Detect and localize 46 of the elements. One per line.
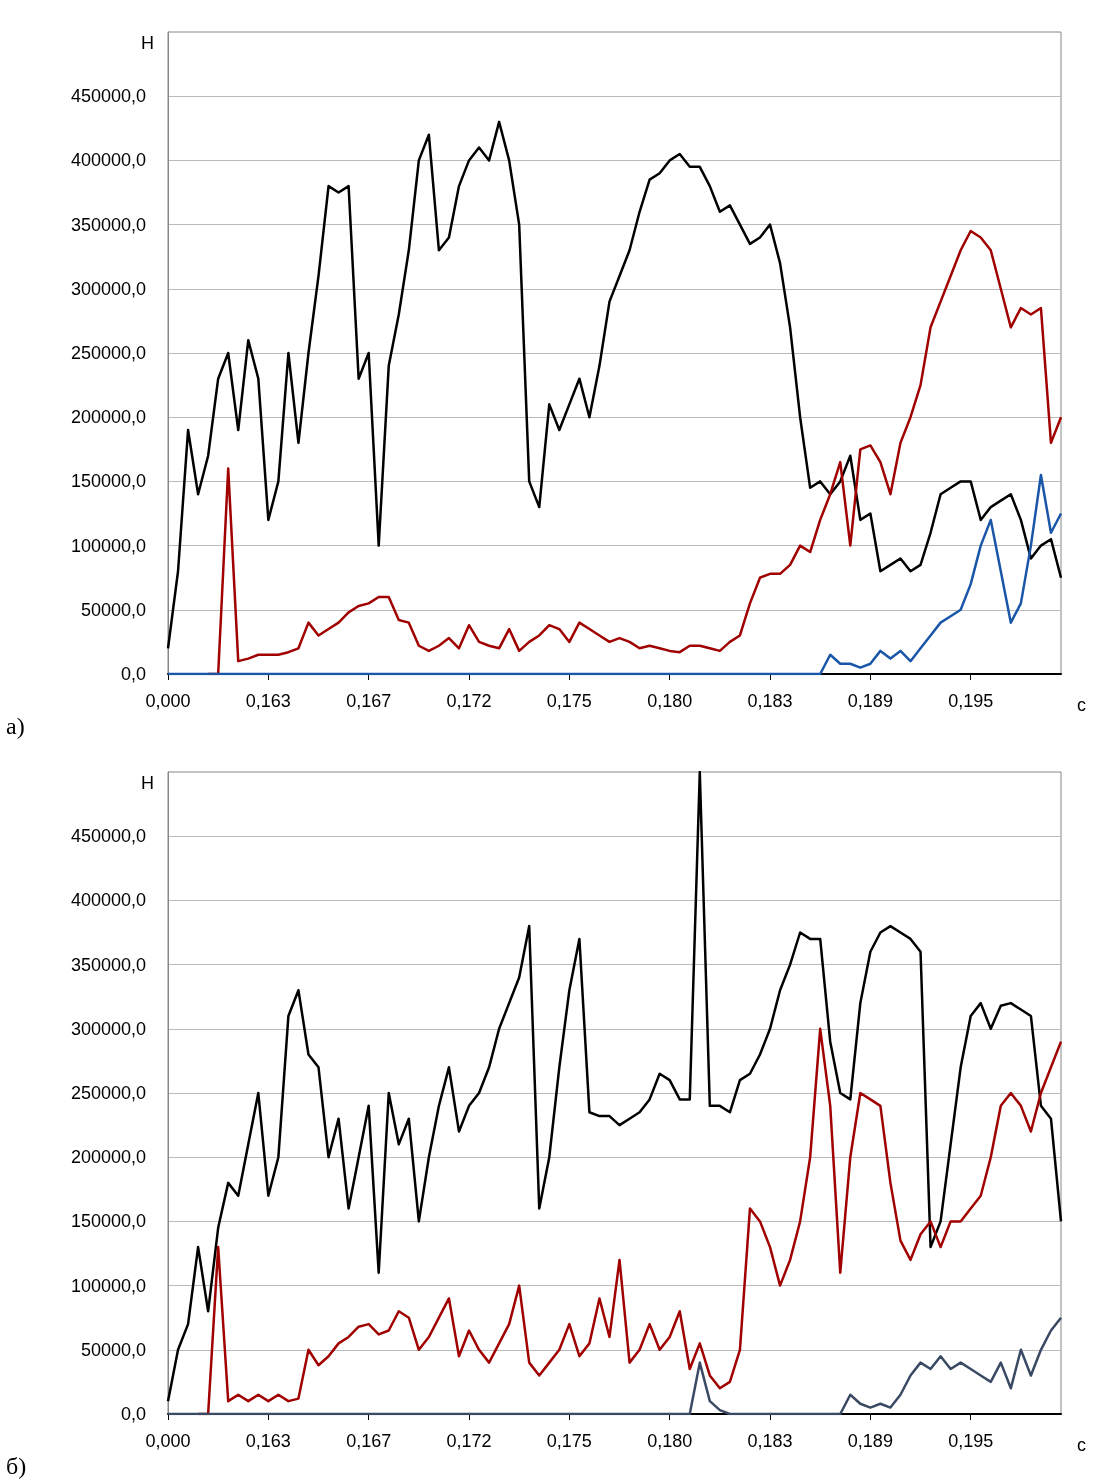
y-tick-label: 450000,0 — [70, 826, 146, 847]
y-tick-label: 100000,0 — [70, 1275, 146, 1296]
y-tick-label: 50000,0 — [80, 1339, 146, 1360]
line-series — [166, 120, 1063, 650]
y-tick-label: 300000,0 — [70, 1018, 146, 1039]
y-tick-label: 200000,0 — [70, 1147, 146, 1168]
x-tick-label: 0,000 — [145, 1431, 191, 1451]
y-tick-label: 400000,0 — [70, 890, 146, 911]
x-tick-label: 0,167 — [346, 691, 392, 711]
x-tick-label: 0,180 — [647, 1431, 693, 1451]
x-tick-label: 0,163 — [245, 1431, 291, 1451]
y-tick-label: 350000,0 — [70, 214, 146, 235]
x-tick-label: 0,189 — [847, 1431, 893, 1451]
y-tick-label: 50000,0 — [80, 599, 146, 620]
y-tick-label: 150000,0 — [70, 471, 146, 492]
x-tick-label: 0,183 — [747, 1431, 793, 1451]
x-tick-label: 0,000 — [145, 691, 191, 711]
x-tick-label: 0,172 — [446, 1431, 492, 1451]
y-tick-label: 250000,0 — [70, 343, 146, 363]
y-tick-label: 100000,0 — [70, 535, 146, 556]
x-tick-label: 0,175 — [546, 1431, 592, 1451]
y-axis-title: Н — [141, 773, 154, 793]
y-tick-label: 150000,0 — [70, 1211, 146, 1232]
y-tick-label: 250000,0 — [70, 1083, 146, 1103]
y-tick-label: 300000,0 — [70, 278, 146, 299]
y-tick-label: 0,0 — [120, 1404, 146, 1424]
x-axis-title: с — [1077, 695, 1086, 715]
x-tick-label: 0,180 — [647, 691, 693, 711]
x-tick-label: 0,183 — [747, 691, 793, 711]
x-tick-label: 0,175 — [546, 691, 592, 711]
y-tick-label: 400000,0 — [70, 150, 146, 171]
line-series — [166, 770, 1063, 1403]
x-tick-label: 0,189 — [847, 691, 893, 711]
x-tick-label: 0,195 — [948, 691, 994, 711]
x-axis-title: с — [1077, 1435, 1086, 1455]
x-tick-label: 0,195 — [948, 1431, 994, 1451]
y-tick-label: 450000,0 — [70, 86, 146, 107]
x-tick-label: 0,167 — [346, 1431, 392, 1451]
text: б) — [6, 1453, 27, 1479]
x-tick-label: 0,172 — [446, 691, 492, 711]
x-tick-label: 0,163 — [245, 691, 291, 711]
y-axis-title: Н — [141, 33, 154, 53]
text: а) — [6, 713, 25, 739]
y-tick-label: 350000,0 — [70, 954, 146, 975]
y-tick-label: 200000,0 — [70, 407, 146, 428]
y-tick-label: 0,0 — [120, 664, 146, 684]
